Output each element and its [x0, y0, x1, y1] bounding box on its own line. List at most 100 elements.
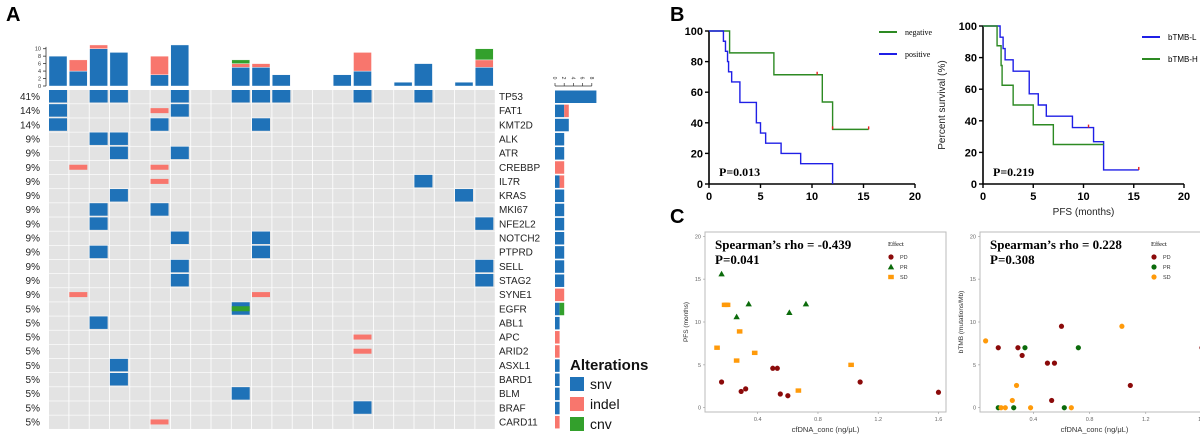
x-tick-label: 15	[857, 191, 869, 203]
panel-label-b: B	[670, 4, 685, 26]
grid-cell	[109, 415, 130, 429]
grid-cell	[272, 259, 292, 274]
top-bar-cnv	[475, 48, 494, 61]
grid-cell	[373, 358, 394, 373]
legend-marker-PR	[1151, 264, 1157, 270]
grid-cell	[231, 189, 252, 203]
grid-cell	[394, 245, 414, 260]
grid-cell	[272, 373, 292, 387]
grid-cell	[130, 358, 150, 373]
grid-cell	[373, 231, 394, 245]
grid-cell	[475, 373, 495, 387]
grid-cell	[170, 217, 191, 231]
grid-cell	[69, 174, 89, 189]
grid-cell	[353, 189, 373, 203]
point-PR	[786, 309, 793, 315]
grid-cell	[353, 259, 373, 274]
point-SD	[1068, 405, 1074, 411]
legend-marker-PD	[1151, 254, 1157, 260]
grid-cell	[434, 203, 455, 217]
grid-cell	[130, 373, 150, 387]
gene-label: KMT2D	[499, 120, 533, 131]
grid-cell	[292, 217, 313, 231]
point-PD	[995, 345, 1001, 351]
grid-cell	[353, 203, 373, 217]
grid-cell	[333, 90, 353, 104]
grid-cell	[150, 358, 170, 373]
grid-cell	[150, 146, 170, 161]
y-tick-label: 20	[970, 234, 976, 240]
grid-cell	[292, 273, 313, 288]
grid-cell	[211, 217, 231, 231]
grid-cell	[455, 401, 475, 415]
top-bar-cnv	[231, 59, 250, 64]
grid-cell	[333, 231, 353, 245]
grid-cell	[414, 259, 434, 274]
grid-cell	[414, 316, 434, 330]
grid-cell	[414, 189, 434, 203]
grid-cell	[49, 245, 69, 260]
grid-cell	[170, 245, 191, 260]
grid-cell	[211, 174, 231, 189]
grid-cell	[414, 387, 434, 401]
gene-percent: 9%	[26, 134, 41, 145]
grid-cell	[130, 203, 150, 217]
grid-cell	[475, 358, 495, 373]
grid-cell	[231, 132, 252, 146]
side-bar-snv	[555, 132, 565, 146]
grid-cell	[414, 288, 434, 302]
gene-percent: 5%	[26, 403, 41, 414]
grid-cell	[130, 90, 150, 104]
grid-cell	[170, 344, 191, 359]
grid-cell	[49, 316, 69, 330]
grid-cell	[252, 273, 272, 288]
grid-cell	[292, 231, 313, 245]
grid-cell	[130, 104, 150, 118]
legend-label: positive	[905, 50, 931, 59]
grid-cell	[333, 245, 353, 260]
grid-cell	[89, 273, 110, 288]
alteration-indel	[150, 419, 169, 425]
y-tick-label: 60	[691, 87, 703, 99]
grid-cell	[130, 231, 150, 245]
side-bar-snv	[555, 90, 597, 103]
gene-percent: 5%	[26, 318, 41, 329]
grid-cell	[394, 118, 414, 132]
gene-percent: 9%	[26, 177, 41, 188]
point-PD	[1019, 352, 1025, 359]
alteration-indel	[69, 164, 88, 170]
grid-cell	[373, 387, 394, 401]
grid-cell	[231, 174, 252, 189]
grid-cell	[434, 373, 455, 387]
grid-cell	[89, 288, 110, 302]
alteration-snv	[252, 245, 270, 259]
grid-cell	[49, 415, 69, 429]
grid-cell	[89, 259, 110, 274]
gene-percent: 41%	[20, 92, 40, 103]
grid-cell	[394, 288, 414, 302]
grid-cell	[89, 302, 110, 316]
point-SD	[1009, 397, 1015, 404]
grid-cell	[434, 217, 455, 231]
grid-cell	[353, 217, 373, 231]
grid-cell	[49, 231, 69, 245]
grid-cell	[130, 217, 150, 231]
y-tick-label: 0	[973, 406, 976, 412]
grid-cell	[252, 146, 272, 161]
grid-cell	[150, 330, 170, 345]
grid-cell	[211, 373, 231, 387]
grid-cell	[109, 259, 130, 274]
x-tick-label: 10	[1077, 191, 1089, 203]
grid-cell	[69, 146, 89, 161]
correlation-annotation: P=0.041	[715, 252, 760, 267]
point-PR	[1011, 405, 1017, 411]
grid-cell	[434, 160, 455, 175]
grid-cell	[394, 146, 414, 161]
gene-label: ATR	[499, 149, 518, 160]
top-bar-snv	[150, 74, 169, 87]
alteration-snv	[170, 146, 189, 160]
grid-cell	[394, 132, 414, 146]
side-bar-snv	[555, 118, 569, 132]
gene-label: FAT1	[499, 106, 523, 117]
x-tick-label: 10	[806, 191, 818, 203]
